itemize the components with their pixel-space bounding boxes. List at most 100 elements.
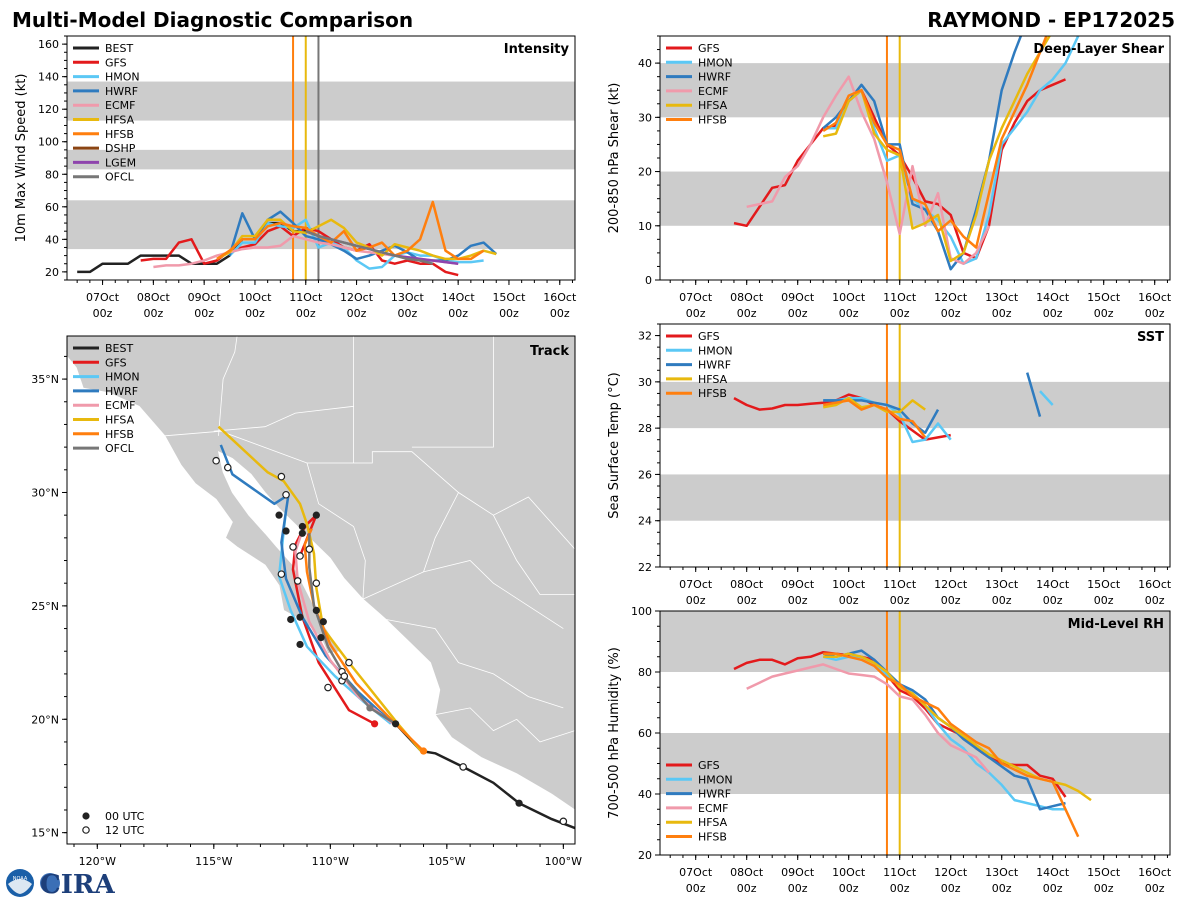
sst-xtick-label: 14Oct xyxy=(1036,578,1070,591)
shear-xtick-sublabel: 00z xyxy=(992,307,1012,320)
sst-legend-label-hmon: HMON xyxy=(698,344,733,357)
track-legend-label-ecmf: ECMF xyxy=(105,399,135,412)
rh-band-1 xyxy=(660,611,1170,672)
rh-xtick-label: 16Oct xyxy=(1138,866,1172,879)
track-legend-label-hfsa: HFSA xyxy=(105,414,135,427)
shear-xtick-label: 15Oct xyxy=(1087,291,1121,304)
rh-legend-label-hfsa: HFSA xyxy=(698,816,728,829)
track-point-12utc xyxy=(289,543,297,551)
track-point-00utc xyxy=(366,704,374,712)
track-point-00utc xyxy=(319,618,327,626)
track-xtick-label: 120°W xyxy=(79,855,116,868)
rh-legend-label-gfs: GFS xyxy=(698,759,720,772)
intensity-panel: 20 40 60 80 100 120 140 160 07Oct 00z 08Oct 00z 09Oc… xyxy=(14,35,577,320)
shear-xtick-sublabel: 00z xyxy=(737,307,757,320)
border-line xyxy=(493,515,575,595)
shear-legend-label-hwrf: HWRF xyxy=(698,71,731,84)
rh-xtick-sublabel: 00z xyxy=(992,882,1012,895)
track-point-00utc xyxy=(298,529,306,537)
track-panel: 120°W 115°W 110°W 105°W 100°W 15°N 20°N 25°N 30°… xyxy=(31,335,582,868)
track-point-12utc xyxy=(312,579,321,587)
track-point-00utc xyxy=(419,747,428,755)
intensity-xtick-label: 14Oct xyxy=(442,291,476,304)
border-line xyxy=(164,430,575,550)
intensity-legend-label-hfsa: HFSA xyxy=(105,114,135,127)
rh-xtick-label: 14Oct xyxy=(1036,866,1070,879)
track-point-00utc xyxy=(515,799,523,807)
track-point-12utc xyxy=(459,763,467,771)
shear-band-1 xyxy=(660,63,1170,118)
intensity-xtick-sublabel: 00z xyxy=(397,307,417,320)
intensity-legend-label-ofcl: OFCL xyxy=(105,171,135,184)
rh-xtick-sublabel: 00z xyxy=(737,882,757,895)
track-legend-label-ofcl: OFCL xyxy=(105,442,135,455)
intensity-band-2 xyxy=(67,81,575,121)
intensity-band-1 xyxy=(67,149,575,170)
intensity-xtick-sublabel: 00z xyxy=(245,307,265,320)
track-point-12utc xyxy=(305,545,314,553)
track-ytick-label: 30°N xyxy=(31,486,59,499)
track-point-12utc xyxy=(282,490,290,499)
shear-xtick-label: 14Oct xyxy=(1036,291,1070,304)
shear-ytick-label: 40 xyxy=(638,57,652,70)
sst-xtick-sublabel: 00z xyxy=(839,594,859,607)
shear-xtick-sublabel: 00z xyxy=(941,307,961,320)
shear-ytick-label: 20 xyxy=(638,166,652,179)
sst-ytick-label: 30 xyxy=(638,376,652,389)
track-ytick-label: 25°N xyxy=(31,600,59,613)
rh-xtick-sublabel: 00z xyxy=(1094,882,1114,895)
intensity-legend-label-ecmf: ECMF xyxy=(105,99,135,112)
sst-line-hfsb xyxy=(822,399,927,439)
rh-xtick-label: 12Oct xyxy=(934,866,968,879)
intensity-legend-label-hwrf: HWRF xyxy=(105,85,138,98)
rh-panel: 20 40 60 80 100 07Oct 00z 08Oct 00z 09Oct 00z 10Oct… xyxy=(607,605,1172,895)
rh-legend-label-ecmf: ECMF xyxy=(698,802,728,815)
intensity-line-hfsb xyxy=(216,200,485,261)
intensity-series-group xyxy=(77,200,498,277)
shear-ytick-label: 30 xyxy=(638,111,652,124)
track-xtick-label: 100°W xyxy=(545,855,582,868)
intensity-xtick-sublabel: 00z xyxy=(448,307,468,320)
sst-panel: 22 24 26 28 30 32 07Oct 00z 08Oct 00z 09Oct 00z 10Oc… xyxy=(607,323,1172,607)
border-line xyxy=(411,336,494,448)
sst-ytick-label: 22 xyxy=(638,561,652,574)
rh-legend-label-hmon: HMON xyxy=(698,773,733,786)
sst-xtick-sublabel: 00z xyxy=(686,594,706,607)
border-line xyxy=(435,707,575,743)
intensity-legend-label-dshp: DSHP xyxy=(105,142,136,155)
intensity-xtick-label: 08Oct xyxy=(137,291,171,304)
land-mass xyxy=(67,336,575,811)
shear-xtick-label: 11Oct xyxy=(883,291,917,304)
rh-xtick-sublabel: 00z xyxy=(686,882,706,895)
intensity-xtick-sublabel: 00z xyxy=(143,307,163,320)
intensity-ytick-label: 20 xyxy=(45,266,59,279)
track-point-00utc xyxy=(312,511,320,519)
sst-xtick-sublabel: 00z xyxy=(890,594,910,607)
intensity-line-ofcl xyxy=(305,230,434,265)
rh-xtick-sublabel: 00z xyxy=(839,882,859,895)
sst-band-1 xyxy=(660,381,1170,429)
intensity-ytick-label: 140 xyxy=(38,71,59,84)
shear-xtick-label: 16Oct xyxy=(1138,291,1172,304)
marker-legend-12-label: 12 UTC xyxy=(105,824,145,837)
rh-xtick-label: 15Oct xyxy=(1087,866,1121,879)
rh-xtick-sublabel: 00z xyxy=(788,882,808,895)
track-point-00utc xyxy=(296,613,304,621)
track-ytick-label: 15°N xyxy=(31,827,59,840)
intensity-xtick-sublabel: 00z xyxy=(550,307,570,320)
track-ytick-label: 35°N xyxy=(31,373,59,386)
track-line-gfs xyxy=(291,513,376,725)
rh-ytick-label: 60 xyxy=(638,727,652,740)
shear-xtick-label: 07Oct xyxy=(679,291,713,304)
sst-plot-bg xyxy=(660,324,1170,567)
sst-xtick-label: 15Oct xyxy=(1087,578,1121,591)
track-point-12utc xyxy=(212,456,220,465)
rh-xtick-label: 09Oct xyxy=(781,866,815,879)
track-legend-label-best: BEST xyxy=(105,342,133,355)
shear-xtick-sublabel: 00z xyxy=(1094,307,1114,320)
shear-xtick-sublabel: 00z xyxy=(1145,307,1165,320)
marker-legend-00-icon xyxy=(82,812,90,820)
rh-xtick-sublabel: 00z xyxy=(1043,882,1063,895)
cira-logo: NOAA CIRA xyxy=(6,869,115,900)
track-point-00utc xyxy=(298,522,306,531)
